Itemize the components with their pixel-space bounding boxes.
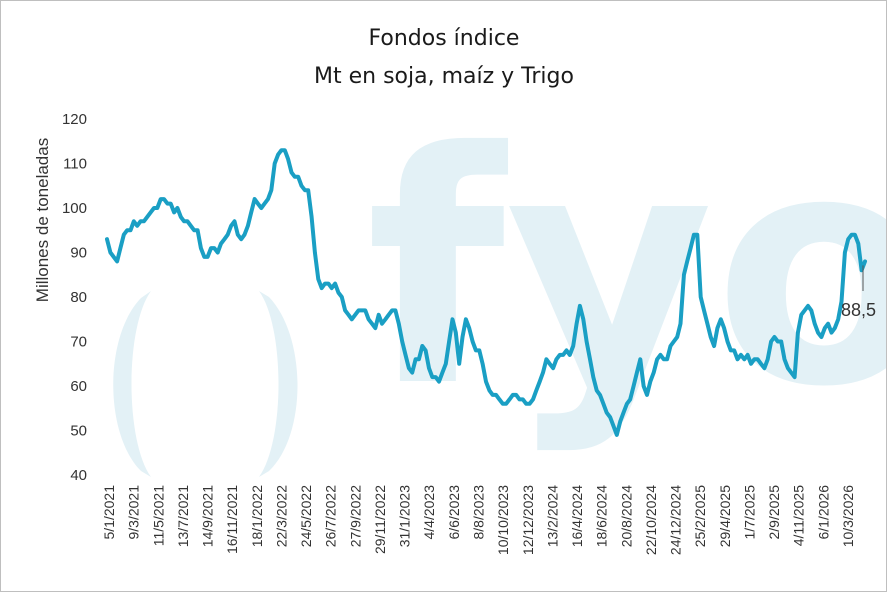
- y-axis-label: Millones de toneladas: [33, 138, 52, 302]
- y-tick-label: 110: [63, 156, 87, 173]
- x-tick-label: 16/11/2021: [224, 485, 240, 554]
- y-tick-label: 70: [70, 334, 87, 351]
- chart-title: Fondos índice: [369, 26, 520, 51]
- x-tick-label: 1/7/2025: [741, 485, 757, 540]
- x-tick-label: 24/12/2024: [668, 485, 684, 555]
- x-tick-label: 25/2/2025: [692, 485, 708, 547]
- end-value-label: 88,5: [841, 300, 876, 320]
- y-tick-label: 60: [70, 378, 87, 395]
- x-tick-label: 8/8/2023: [471, 485, 487, 540]
- y-tick-label: 100: [62, 200, 87, 217]
- x-tick-label: 22/10/2024: [643, 485, 659, 555]
- x-tick-label: 5/1/2021: [101, 485, 117, 540]
- x-tick-label: 29/4/2025: [717, 485, 733, 547]
- y-tick-label: 120: [62, 111, 87, 128]
- y-tick-label: 40: [70, 467, 87, 484]
- x-tick-label: 12/12/2023: [520, 485, 536, 555]
- x-axis-ticks: 5/1/2021 9/3/2021 11/5/2021 13/7/2021 14/9/2…: [101, 485, 856, 555]
- x-tick-label: 14/9/2021: [200, 485, 216, 547]
- y-axis-ticks: 40 50 60 70 80 90 100 110 120: [62, 111, 87, 484]
- x-tick-label: 2/9/2025: [766, 485, 782, 540]
- x-tick-label: 31/1/2023: [397, 485, 413, 547]
- fyo-watermark-logo: fyo: [113, 85, 886, 477]
- x-tick-label: 11/5/2021: [150, 485, 166, 546]
- x-tick-label: 6/6/2023: [446, 485, 462, 540]
- x-tick-label: 20/8/2024: [618, 485, 634, 547]
- x-tick-label: 18/1/2022: [249, 485, 265, 547]
- x-tick-label: 6/1/2026: [815, 485, 831, 540]
- y-tick-label: 90: [70, 245, 87, 262]
- x-tick-label: 24/5/2022: [298, 485, 314, 547]
- x-tick-label: 4/11/2025: [791, 485, 807, 546]
- x-tick-label: 4/4/2023: [421, 485, 437, 540]
- x-tick-label: 16/4/2024: [569, 485, 585, 547]
- x-tick-label: 27/9/2022: [347, 485, 363, 547]
- series-line: [105, 148, 867, 437]
- x-tick-label: 26/7/2022: [323, 485, 339, 547]
- y-tick-label: 80: [70, 289, 87, 306]
- x-tick-label: 13/2/2024: [544, 485, 560, 547]
- series-group: [105, 148, 867, 437]
- svg-text:fyo: fyo: [366, 85, 886, 457]
- x-tick-label: 13/7/2021: [175, 485, 191, 547]
- y-tick-label: 50: [70, 423, 87, 440]
- x-tick-label: 10/3/2026: [840, 485, 856, 547]
- x-tick-label: 29/11/2022: [372, 485, 388, 554]
- chart-subtitle: Mt en soja, maíz y Trigo: [314, 64, 574, 89]
- x-tick-label: 9/3/2021: [126, 485, 142, 540]
- x-tick-label: 10/10/2023: [495, 485, 511, 555]
- x-tick-label: 22/3/2022: [273, 485, 289, 547]
- x-tick-label: 18/6/2024: [594, 485, 610, 547]
- end-value-marker: 88,5: [841, 265, 876, 320]
